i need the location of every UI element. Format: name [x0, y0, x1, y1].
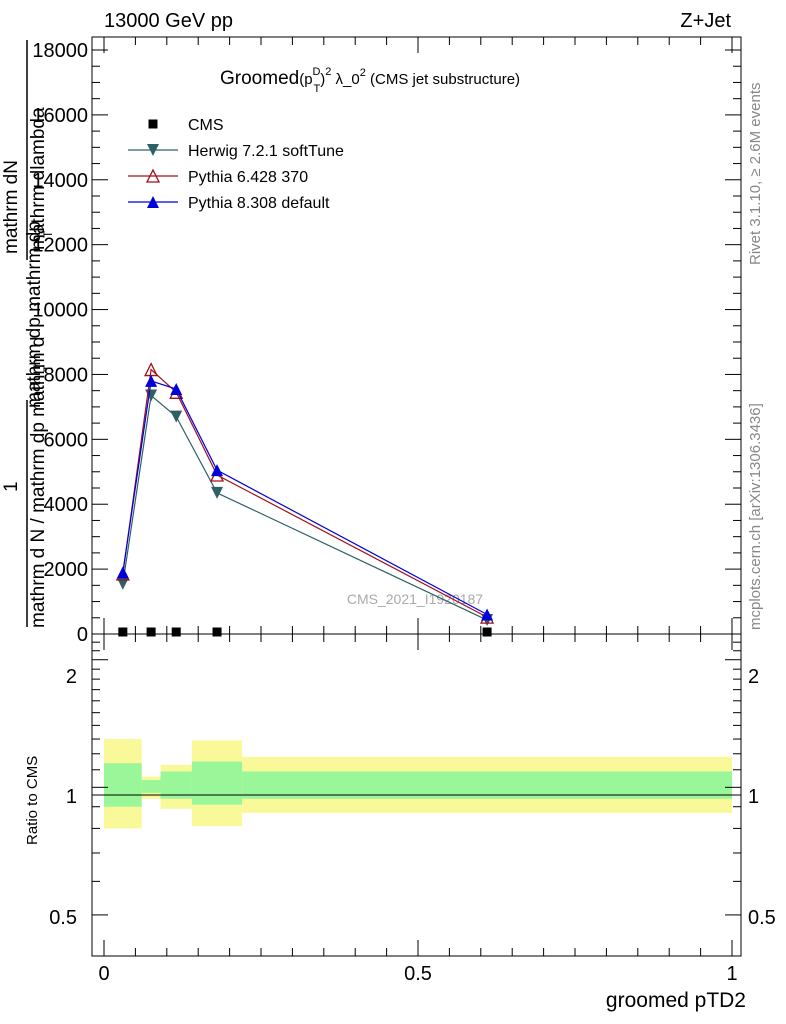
main-ytick-label: 16000 — [32, 105, 88, 127]
watermark: CMS_2021_I1920187 — [347, 591, 483, 607]
data-point — [116, 566, 129, 579]
data-point — [482, 627, 492, 637]
ratio-ytick-2: 2 — [66, 666, 77, 688]
ratio-inner-band-bin — [191, 761, 243, 805]
main-ytick-label: 6000 — [44, 429, 89, 451]
legend-marker — [148, 119, 158, 129]
title-p: (p — [299, 71, 312, 88]
energy-label: 13000 GeV pp — [104, 10, 233, 32]
legend-marker — [145, 168, 161, 183]
title-exp: 2 — [325, 66, 331, 78]
rivet-label: Rivet 3.1.10, ≥ 2.6M events — [747, 83, 764, 266]
ratio-inner-band-bin — [141, 780, 161, 793]
xtick-1: 1 — [726, 963, 737, 985]
ylabel-sub: T — [41, 230, 55, 238]
legend-label: Pythia 8.308 default — [188, 195, 330, 212]
title-lambda: λ_0 — [331, 71, 359, 88]
data-point — [171, 627, 181, 637]
ylabel-one: 1 — [1, 481, 22, 492]
legend-label: CMS — [188, 117, 224, 134]
chart-title: Groomed(pD T)2 λ_02 (CMS jet substructure… — [220, 66, 520, 95]
data-point — [118, 627, 128, 637]
main-ytick-label: 4000 — [44, 494, 89, 516]
process-label: Z+Jet — [680, 10, 731, 32]
main-ytick-label: 12000 — [32, 235, 88, 257]
main-x-ticks — [103, 37, 733, 634]
main-ytick-label: 10000 — [32, 300, 88, 322]
title-D: D — [313, 66, 321, 78]
ratio-x-ticks — [103, 634, 733, 956]
main-ytick-label: 18000 — [32, 40, 88, 62]
xtick-05: 0.5 — [404, 963, 432, 985]
ratio-ytick-right-1: 1 — [748, 786, 759, 808]
legend: CMS Herwig 7.2.1 softTune Pythia 6.428 370… — [128, 117, 344, 212]
series-2 — [115, 362, 495, 624]
main-y-ticks: 0 2000 4000 6000 8000 10000 12000 14000 16000 180… — [32, 40, 741, 646]
title-tail: (CMS jet substructure) — [366, 71, 520, 88]
data-point — [170, 410, 183, 423]
main-ytick-label: 8000 — [44, 364, 89, 386]
series-line — [122, 368, 488, 618]
ratio-y-label: Ratio to CMS — [24, 756, 41, 845]
x-axis-label: groomed pTD2 — [606, 989, 746, 1012]
title-main: Groomed — [220, 68, 299, 89]
series-line — [122, 394, 488, 621]
title-lexp: 2 — [360, 67, 366, 79]
main-ytick-label: 0 — [77, 624, 88, 646]
data-point — [146, 627, 156, 637]
legend-item: Pythia 6.428 370 — [128, 168, 308, 186]
legend-item: Herwig 7.2.1 softTune — [128, 143, 344, 160]
data-point — [211, 486, 224, 499]
ratio-y-ticks — [92, 641, 741, 957]
main-ytick-label: 2000 — [44, 559, 89, 581]
ylabel-sub2: T — [41, 364, 55, 372]
ylabel-bottom: mathrm d N / mathrm dp mathrm d — [28, 337, 49, 628]
data-point — [116, 577, 129, 590]
legend-item: CMS — [148, 117, 224, 134]
title-close: ) — [320, 71, 325, 88]
data-point — [481, 608, 494, 621]
series-layer — [115, 362, 495, 637]
series-0 — [118, 627, 492, 637]
title-T: T — [314, 83, 321, 95]
ratio-inner-band — [104, 761, 732, 807]
series-3 — [116, 374, 494, 621]
ratio-inner-band-bin — [160, 771, 192, 799]
ratio-plot-frame — [91, 633, 742, 957]
legend-marker — [147, 144, 159, 156]
ratio-ytick-1: 1 — [66, 786, 77, 808]
ylabel-lambda: mathrm dlambda — [28, 107, 49, 250]
ratio-ytick-right-05: 0.5 — [748, 907, 776, 929]
xtick-0: 0 — [98, 963, 109, 985]
ylabel-middle: mathrm dp mathrm dp — [24, 221, 45, 408]
data-point — [145, 374, 158, 387]
legend-marker — [147, 196, 159, 208]
main-ytick-label: 14000 — [32, 170, 88, 192]
data-point — [212, 627, 222, 637]
legend-label: Herwig 7.2.1 softTune — [188, 143, 344, 160]
ratio-ytick-right-2: 2 — [748, 666, 759, 688]
ylabel-top: mathrm dN — [1, 160, 22, 254]
data-point — [211, 464, 224, 477]
ratio-inner-band-bin — [242, 771, 732, 799]
mcplots-label: mcplots.cern.ch [arXiv:1306.3436] — [747, 403, 764, 630]
y-axis-label: mathrm dN mathrm dlambda mathrm dp mathr… — [1, 40, 55, 628]
ratio-inner-band-bin — [104, 763, 142, 807]
ratio-ytick-05: 0.5 — [49, 907, 77, 929]
legend-item: Pythia 8.308 default — [128, 195, 330, 212]
data-point — [170, 383, 183, 396]
legend-label: Pythia 6.428 370 — [188, 169, 308, 186]
